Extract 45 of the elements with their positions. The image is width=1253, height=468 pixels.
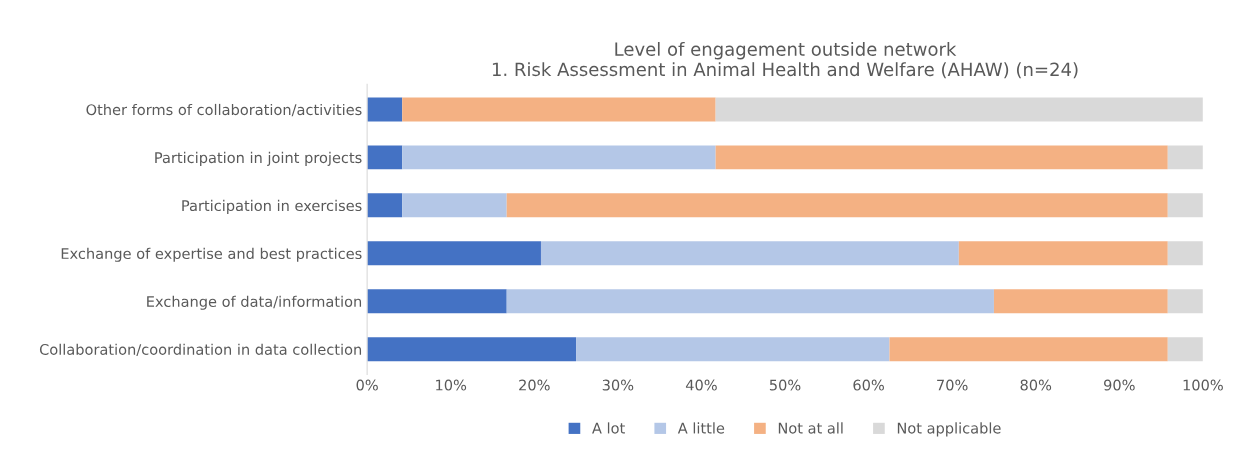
x-tick-label: 0% [356,379,378,391]
x-tick-label: 20% [519,379,550,391]
x-tick-label: 100% [1183,379,1223,391]
chart-title: Level of engagement outside network 1. Risk Assessment in Animal Health and Welfare (AHAW) (n=24) [492,41,1078,79]
bar [367,193,403,218]
y-tick-label: Participation in exercises [182,199,362,214]
bar [993,289,1168,314]
legend-label: Not at all [778,422,843,434]
y-tick-label: Participation in joint projects [155,151,362,166]
bar [367,241,541,266]
bar [1167,337,1203,362]
x-tick-label: 90% [1104,379,1135,391]
x-tick-label: 30% [602,379,634,391]
bar [367,145,403,170]
legend-label: A lot [592,422,625,434]
bar [540,241,959,266]
y-tick-label: Collaboration/coordination in data collection [39,343,362,357]
legend-label: Not applicable [897,422,1001,437]
bar [1167,241,1203,266]
bar [715,97,1203,122]
bar [402,97,716,122]
bar [1167,289,1203,314]
x-tick-label: 10% [436,379,467,391]
bar [367,97,403,122]
x-tick-label: 50% [769,379,801,391]
y-tick-label: Exchange of data/information [147,295,362,310]
x-tick-label: 60% [853,379,884,391]
y-tick-label: Exchange of expertise and best practices [61,247,362,262]
legend-label: A little [677,422,725,434]
bar [506,289,994,314]
bar [367,289,507,314]
x-tick-label: 40% [685,379,717,391]
bar [367,337,577,362]
bar [889,337,1168,362]
bar [506,193,1168,218]
bar [958,241,1168,266]
bar [1167,193,1203,218]
bar [576,337,890,362]
x-tick-label: 70% [937,379,968,391]
bar [402,193,507,218]
y-tick-label: Other forms of collaboration/activities [86,103,362,117]
x-tick-label: 80% [1020,379,1052,391]
bar [715,145,1168,170]
bar [402,145,716,170]
bar [1167,145,1203,170]
